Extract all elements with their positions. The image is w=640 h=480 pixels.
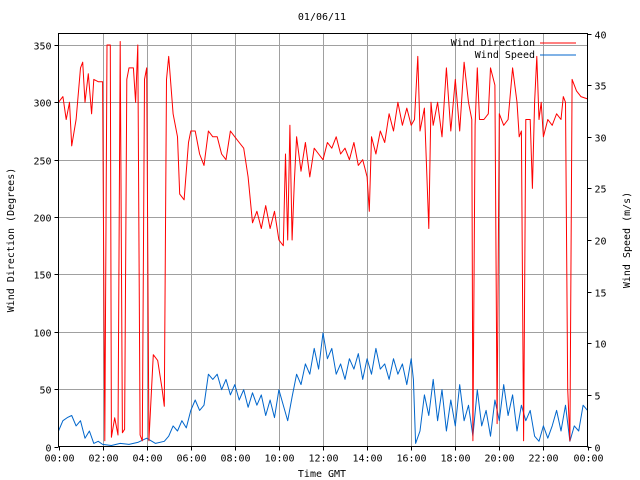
legend-label-wind-direction: Wind Direction	[451, 38, 535, 49]
legend: Wind Direction Wind Speed	[451, 38, 576, 61]
y-left-tick-label: 50	[39, 386, 51, 397]
y-right-tick-label: 15	[595, 289, 607, 300]
x-tick-label: 14:00	[352, 454, 382, 465]
x-tick-label: 06:00	[176, 454, 206, 465]
x-tick-label: 20:00	[484, 454, 514, 465]
x-tick-label: 02:00	[88, 454, 118, 465]
series-layer	[58, 41, 588, 446]
y-axis-right-label: Wind Speed (m/s)	[622, 192, 633, 288]
x-tick-label: 10:00	[264, 454, 294, 465]
x-tick-label: 16:00	[396, 454, 426, 465]
x-tick-label: 00:00	[44, 454, 74, 465]
y-left-tick-label: 300	[33, 99, 51, 110]
chart-title: 01/06/11	[298, 12, 346, 23]
x-tick-label: 08:00	[220, 454, 250, 465]
y-left-tick-label: 250	[33, 157, 51, 168]
y-axis-left-label: Wind Direction (Degrees)	[6, 168, 17, 313]
y-right-tick-label: 10	[595, 340, 607, 351]
x-tick-label: 22:00	[528, 454, 558, 465]
y-right-tick-label: 5	[595, 392, 601, 403]
y-right-tick-label: 20	[595, 237, 607, 248]
x-axis-label: Time GMT	[298, 469, 346, 480]
series-line-wind-direction	[58, 41, 588, 442]
y-left-tick-label: 200	[33, 214, 51, 225]
y-right-tick-label: 40	[595, 31, 607, 42]
x-tick-label: 18:00	[440, 454, 470, 465]
ticks: 00:00 02:00 04:00 06:00 08:00 10:00 12:00 14:00…	[33, 31, 606, 465]
y-left-tick-label: 100	[33, 329, 51, 340]
y-right-tick-label: 0	[595, 444, 601, 455]
y-right-tick-label: 25	[595, 185, 607, 196]
y-left-tick-label: 150	[33, 271, 51, 282]
x-tick-label: 12:00	[308, 454, 338, 465]
series-line-wind-speed	[58, 332, 588, 446]
y-left-tick-label: 0	[45, 444, 51, 455]
x-tick-label: 00:00	[573, 454, 603, 465]
y-right-tick-label: 35	[595, 82, 607, 93]
y-left-tick-label: 350	[33, 42, 51, 53]
legend-label-wind-speed: Wind Speed	[475, 50, 535, 61]
x-tick-label: 04:00	[132, 454, 162, 465]
y-right-tick-label: 30	[595, 134, 607, 145]
